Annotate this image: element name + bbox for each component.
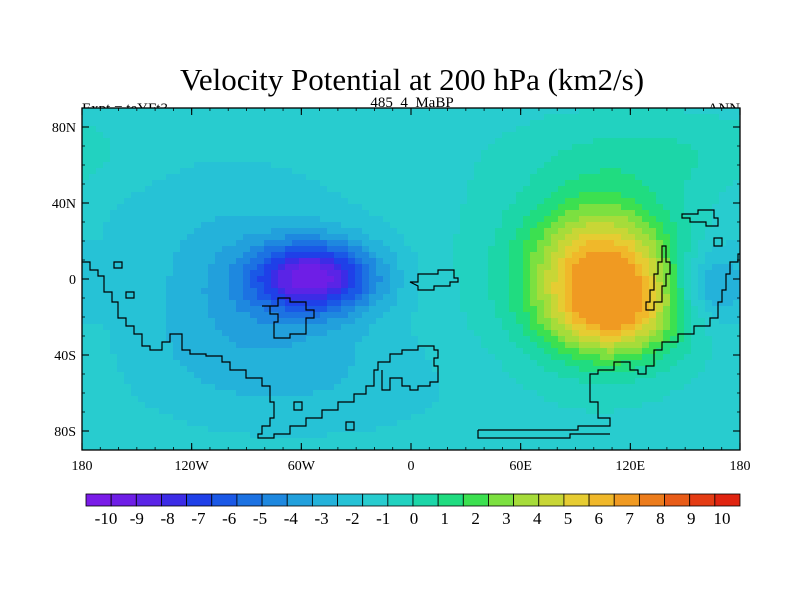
colorbar-label: -8 xyxy=(161,509,175,528)
colorbar-label: 6 xyxy=(595,509,604,528)
colorbar-swatch xyxy=(110,493,137,507)
colorbar-swatch xyxy=(211,493,238,507)
colorbar-swatch xyxy=(462,493,489,507)
colorbar-swatch xyxy=(588,493,615,507)
colorbar-swatch xyxy=(437,493,464,507)
colorbar-swatch xyxy=(311,493,338,507)
y-tick-label: 80S xyxy=(54,425,76,440)
colorbar-label: -7 xyxy=(191,509,206,528)
colorbar-swatch xyxy=(638,493,665,507)
colorbar-swatch xyxy=(387,493,414,507)
chart-title: Velocity Potential at 200 hPa (km2/s) xyxy=(180,62,644,97)
colorbar-label: 4 xyxy=(533,509,542,528)
colorbar-label: -5 xyxy=(253,509,267,528)
colorbar-swatch xyxy=(664,493,691,507)
colorbar-label: -2 xyxy=(345,509,359,528)
colorbar-swatch xyxy=(538,493,565,507)
colorbar-label: -9 xyxy=(130,509,144,528)
colorbar-swatch xyxy=(613,493,640,507)
colorbar-swatch xyxy=(488,493,515,507)
colorbar-swatch xyxy=(85,493,112,507)
case-label: 485_4_MaBP xyxy=(370,95,453,111)
continent-outline xyxy=(82,261,439,439)
colorbar-swatch xyxy=(236,493,263,507)
colorbar: -10 -9 -8 -7 -6 -5 -4 -3 -2 -1 0 1 2 3 4 5 6 7 8 9 10 xyxy=(85,493,741,528)
colorbar-label: -10 xyxy=(95,509,118,528)
colorbar-label: 9 xyxy=(687,509,696,528)
colorbar-swatch xyxy=(513,493,540,507)
x-tick-label: 180 xyxy=(730,459,751,474)
colorbar-label: -6 xyxy=(222,509,236,528)
x-tick-label: 180 xyxy=(72,459,93,474)
y-tick-label: 40N xyxy=(52,197,76,212)
colorbar-label: 7 xyxy=(625,509,634,528)
contour-fill-field xyxy=(82,108,740,450)
y-tick-label: 0 xyxy=(69,273,76,288)
colorbar-swatch xyxy=(337,493,364,507)
colorbar-swatch xyxy=(412,493,439,507)
axes-ticks: 180 120W 60W 0 60E 120E 180 80N 40N 0 40S 80S xyxy=(52,108,751,474)
colorbar-label: -1 xyxy=(376,509,390,528)
colorbar-swatch xyxy=(161,493,188,507)
colorbar-swatch xyxy=(362,493,389,507)
colorbar-label: 5 xyxy=(564,509,573,528)
continent-outline-2 xyxy=(113,261,355,431)
colorbar-label: 8 xyxy=(656,509,665,528)
x-tick-label: 0 xyxy=(408,459,415,474)
colorbar-label: -4 xyxy=(284,509,299,528)
colorbar-swatch xyxy=(714,493,741,507)
continent-outline-3 xyxy=(409,209,740,439)
colorbar-swatch xyxy=(261,493,288,507)
colorbar-swatch xyxy=(286,493,313,507)
colorbar-swatch xyxy=(563,493,590,507)
colorbar-swatch xyxy=(135,493,162,507)
colorbar-label: 0 xyxy=(410,509,419,528)
y-tick-label: 40S xyxy=(54,349,76,364)
x-tick-label: 120E xyxy=(616,459,646,474)
x-tick-label: 120W xyxy=(175,459,210,474)
x-tick-label: 60W xyxy=(288,459,316,474)
y-tick-label: 80N xyxy=(52,121,76,136)
colorbar-label: 3 xyxy=(502,509,511,528)
colorbar-label: 1 xyxy=(441,509,450,528)
x-tick-label: 60E xyxy=(509,459,532,474)
colorbar-label: 2 xyxy=(471,509,480,528)
colorbar-swatch xyxy=(689,493,716,507)
colorbar-label: 10 xyxy=(714,509,731,528)
colorbar-swatch xyxy=(186,493,213,507)
colorbar-label: -3 xyxy=(315,509,329,528)
